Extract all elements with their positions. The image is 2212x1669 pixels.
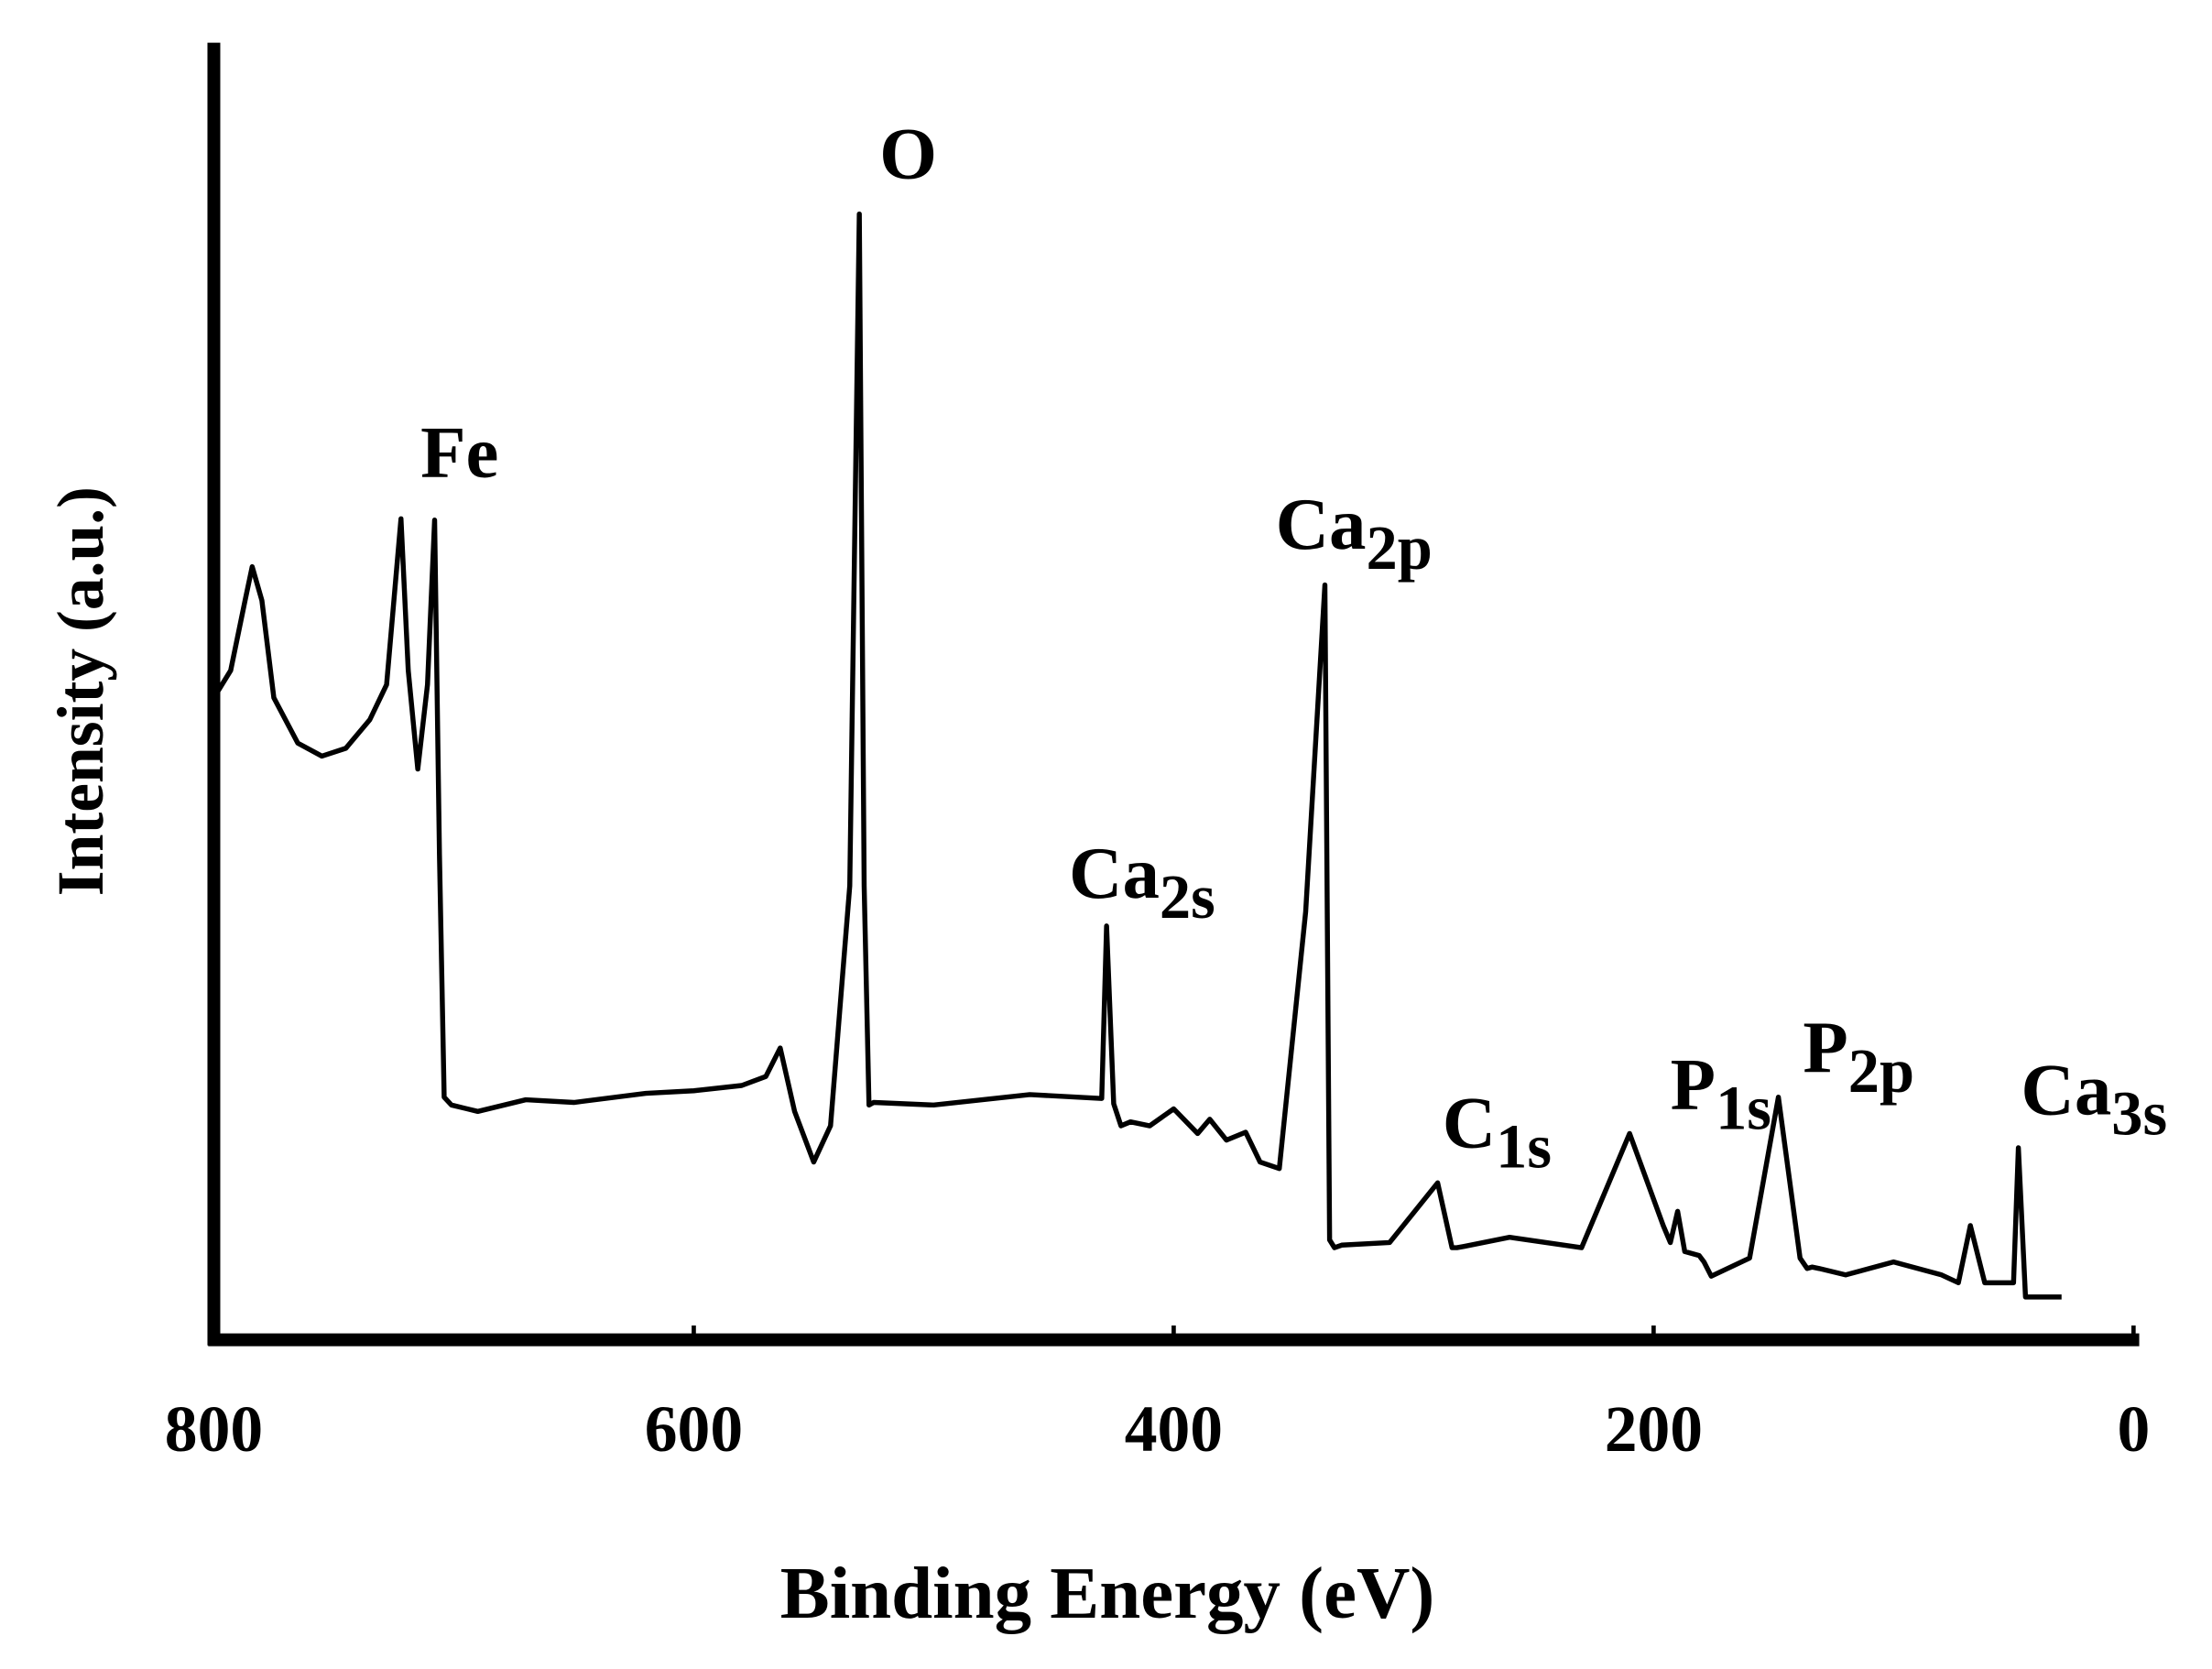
peak-label-element: Fe <box>420 412 498 494</box>
peak-label: P1s <box>1671 1044 1771 1143</box>
x-axis-label: Binding Energy (eV) <box>780 1553 1435 1634</box>
peak-label-element: O <box>879 113 937 194</box>
peak-label-subscript: 2p <box>1367 513 1433 583</box>
peak-label-element: C <box>1443 1083 1496 1164</box>
x-tick-label: 800 <box>165 1393 263 1466</box>
spectrum-line <box>212 211 2062 1300</box>
x-tick-label: 400 <box>1125 1393 1223 1466</box>
peak-label-subscript: 2s <box>1160 862 1215 932</box>
peak-label: Fe <box>420 412 498 494</box>
peak-label-element: P <box>1803 1007 1847 1088</box>
peak-label-subscript: 1s <box>1496 1111 1552 1181</box>
peak-label-subscript: 1s <box>1716 1073 1771 1142</box>
peak-label: Ca2p <box>1276 484 1433 583</box>
peak-label: O <box>879 113 937 194</box>
peak-label: Ca2s <box>1069 833 1215 932</box>
peak-label-element: Ca <box>2021 1050 2111 1131</box>
x-tick-label: 200 <box>1605 1393 1703 1466</box>
peak-label-subscript: 3s <box>2111 1079 2167 1149</box>
x-tick-label: 0 <box>2117 1393 2150 1466</box>
peak-label-element: Ca <box>1276 484 1367 565</box>
peak-label-subscript: 2p <box>1848 1036 1914 1106</box>
peak-label: C1s <box>1443 1083 1552 1182</box>
peak-label: Ca3s <box>2021 1050 2167 1149</box>
x-tick-label: 600 <box>645 1393 743 1466</box>
peak-label-element: P <box>1671 1044 1716 1126</box>
peak-label-element: Ca <box>1069 833 1160 914</box>
peak-label: P2p <box>1803 1007 1914 1106</box>
y-axis-label: Intensity (a.u.) <box>45 486 117 896</box>
